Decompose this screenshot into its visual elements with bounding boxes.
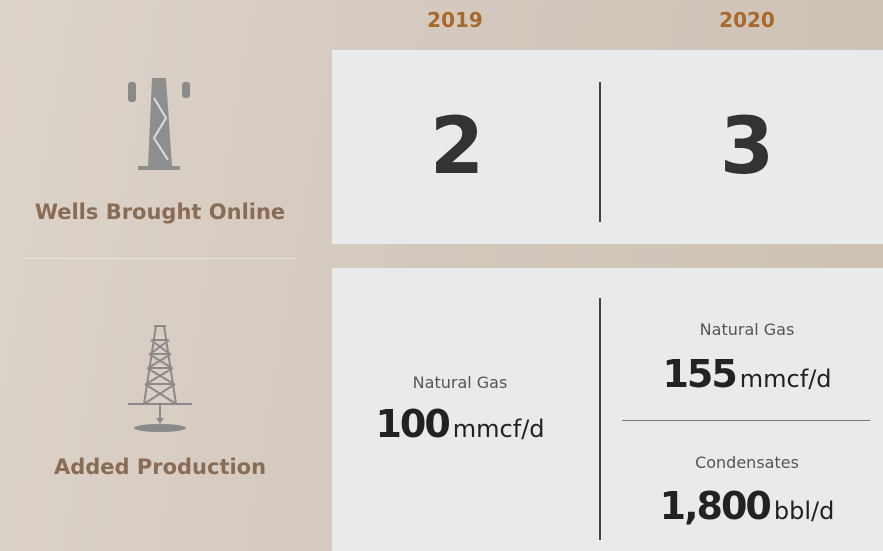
product-value: 1,800 bbl/d bbox=[617, 484, 877, 528]
product-name: Condensates bbox=[695, 453, 799, 472]
year-header: 2020 bbox=[719, 8, 775, 32]
separator bbox=[22, 258, 296, 259]
unit: bbl/d bbox=[773, 497, 835, 525]
rig-icon bbox=[128, 325, 192, 432]
separator bbox=[622, 420, 870, 421]
tower-icon bbox=[128, 78, 190, 170]
amount: 100 bbox=[375, 402, 450, 446]
product-value: 100 mmcf/d bbox=[330, 402, 590, 446]
row-label: Added Production bbox=[53, 455, 267, 479]
divider bbox=[599, 82, 601, 222]
product-name: Natural Gas bbox=[412, 373, 508, 392]
product-name: Natural Gas bbox=[699, 320, 795, 339]
wells-box bbox=[332, 50, 883, 244]
divider bbox=[599, 298, 601, 540]
wells-value: 3 bbox=[719, 102, 775, 192]
wells-value: 2 bbox=[429, 102, 485, 192]
production-box bbox=[332, 268, 883, 551]
year-header: 2019 bbox=[427, 8, 483, 32]
amount: 1,800 bbox=[659, 484, 772, 528]
amount: 155 bbox=[662, 352, 737, 396]
row-label: Wells Brought Online bbox=[34, 200, 286, 224]
unit: mmcf/d bbox=[452, 415, 545, 443]
product-value: 155 mmcf/d bbox=[617, 352, 877, 396]
unit: mmcf/d bbox=[739, 365, 832, 393]
